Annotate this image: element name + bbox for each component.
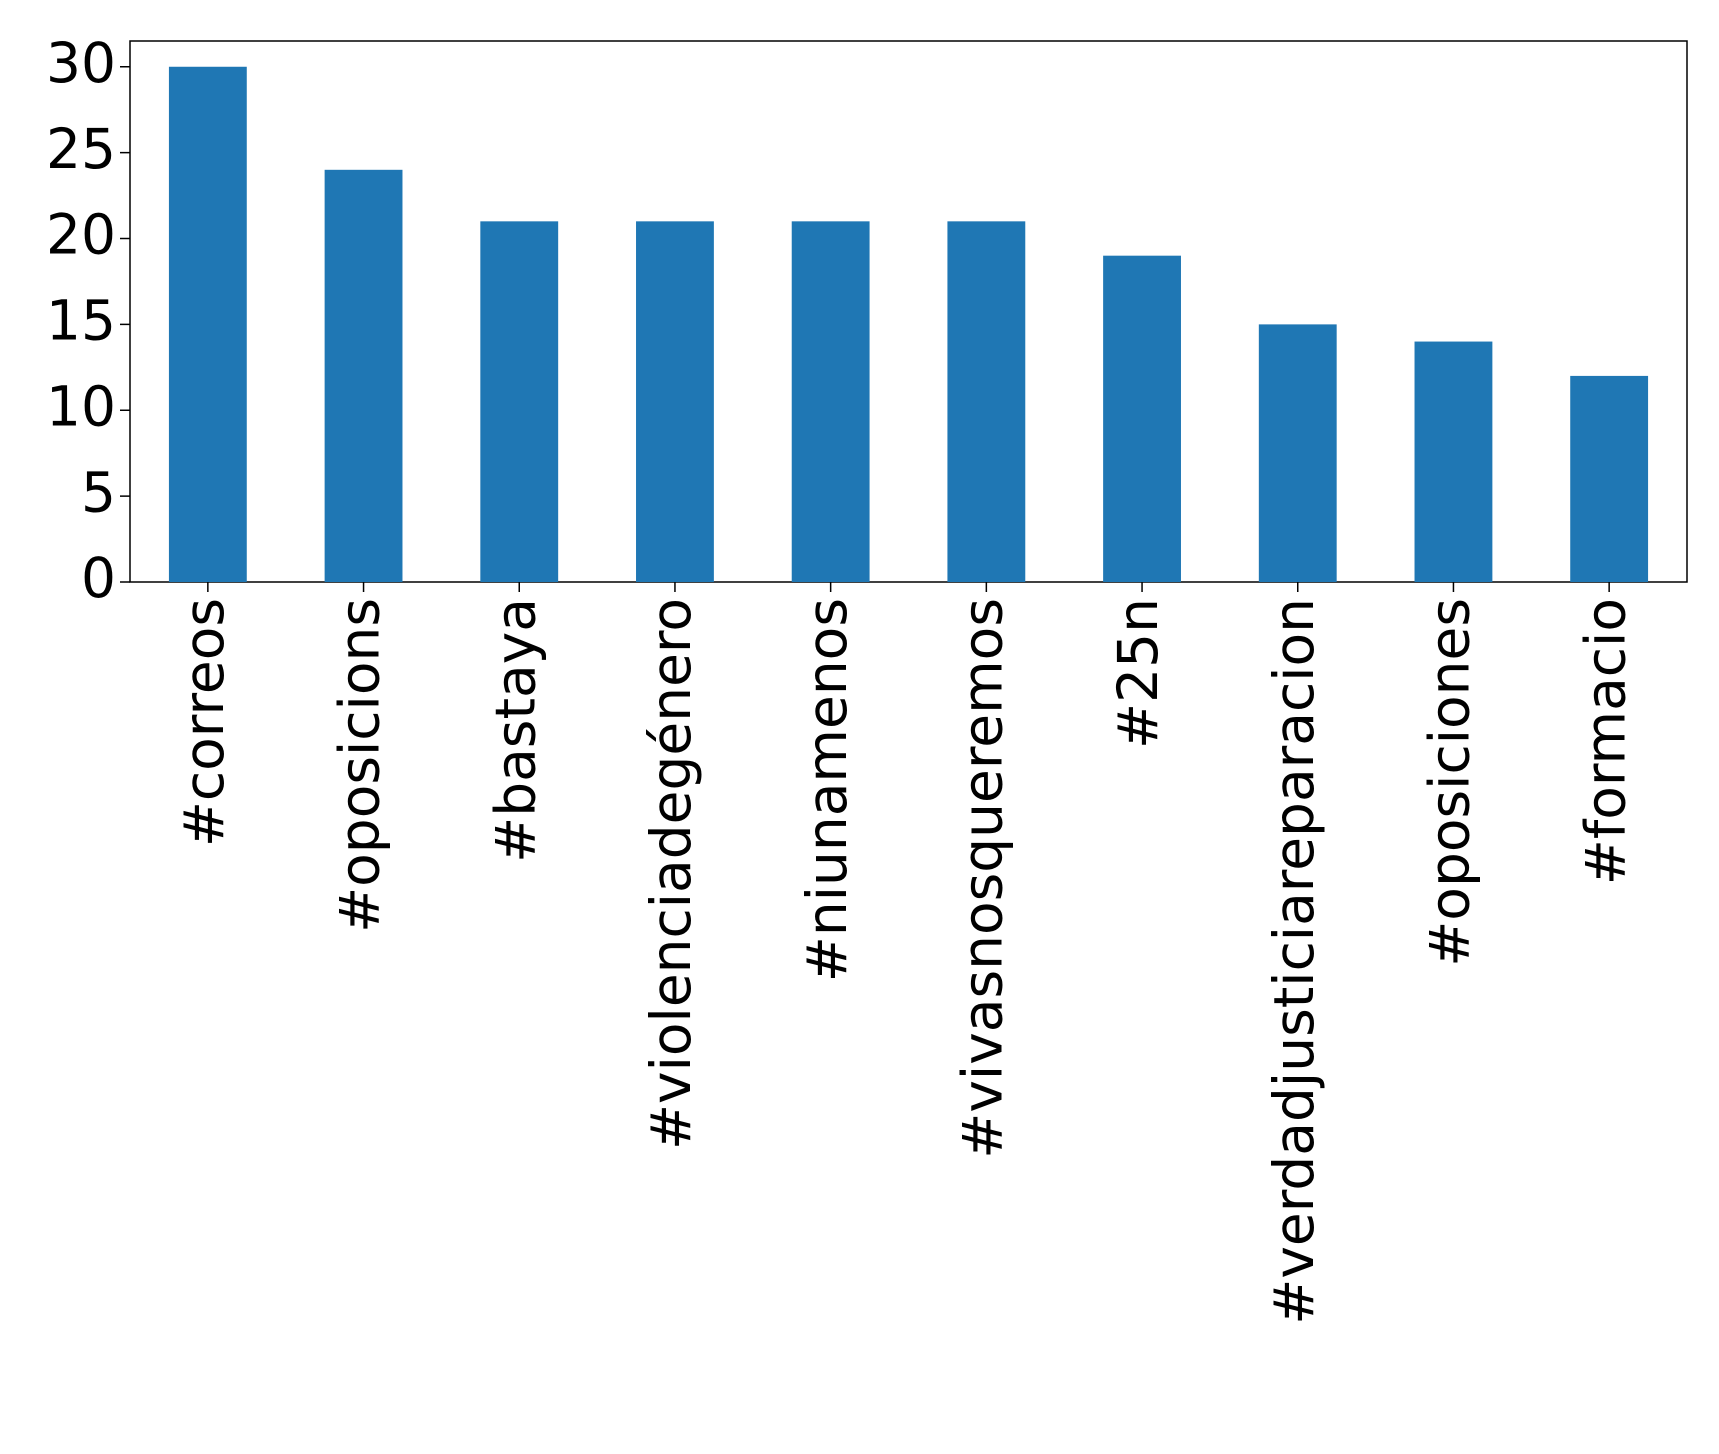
x-tick-label: #niunamenos <box>795 598 859 982</box>
y-tick-label: 10 <box>46 374 116 438</box>
x-tick-label: #25n <box>1106 598 1170 749</box>
bar <box>636 221 714 583</box>
x-tick-label: #formacio <box>1573 598 1637 885</box>
y-tick-label: 5 <box>81 460 116 524</box>
bar <box>480 221 559 583</box>
x-tick-label: #oposicions <box>328 598 392 933</box>
bar <box>1414 341 1493 582</box>
bar <box>1570 375 1649 582</box>
x-tick-label: #correos <box>172 598 236 847</box>
bar <box>168 66 247 582</box>
y-tick-label: 0 <box>81 546 116 610</box>
x-tick-label: #oposiciones <box>1418 598 1482 967</box>
x-tick-label: #vivasnosqueremos <box>950 598 1014 1159</box>
y-tick-label: 20 <box>46 203 116 267</box>
y-tick-label: 30 <box>46 31 116 95</box>
bar <box>791 221 870 583</box>
bar <box>1103 255 1181 582</box>
bar <box>947 221 1026 583</box>
bar <box>1258 324 1337 582</box>
y-tick-label: 15 <box>46 289 116 353</box>
y-tick-label: 25 <box>46 117 116 181</box>
x-tick-label: #violenciadegénero <box>639 598 703 1150</box>
x-tick-label: #bastaya <box>483 598 547 863</box>
axes-frame <box>129 40 1688 583</box>
bar <box>324 169 403 583</box>
x-tick-label: #verdadjusticiareparacion <box>1262 598 1326 1325</box>
